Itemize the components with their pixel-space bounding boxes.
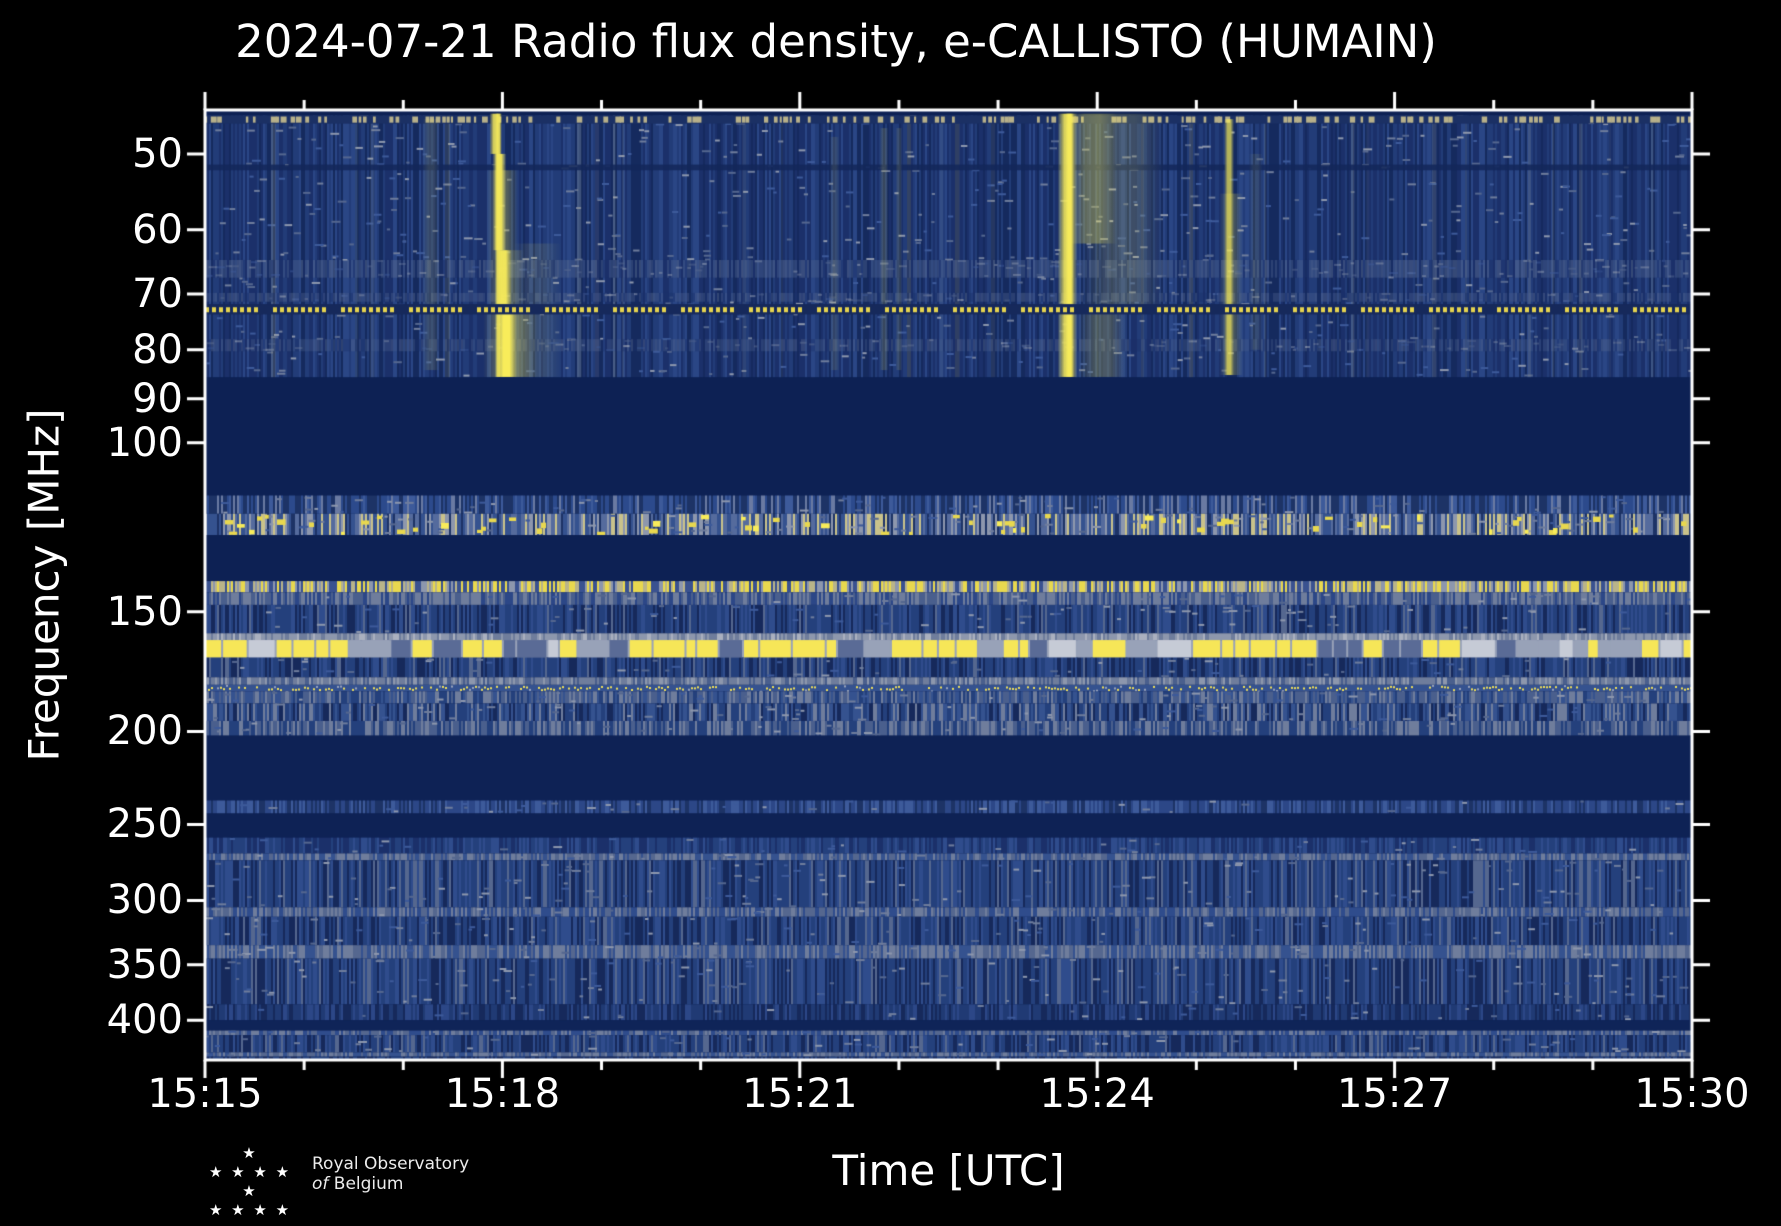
logo-text-belgium: Belgium xyxy=(333,1174,404,1194)
x-axis-label: Time [UTC] xyxy=(832,1146,1065,1195)
x-tick-label: 15:21 xyxy=(742,1071,858,1117)
y-tick-label: 90 xyxy=(132,375,183,422)
rob-logo-stars: ★ ★ ★ ★ ★ ★ ★ ★ ★ ★ xyxy=(204,1144,296,1220)
y-tick-label: 350 xyxy=(106,941,183,988)
y-tick-label: 150 xyxy=(106,588,183,635)
chart-title: 2024-07-21 Radio flux density, e-CALLIST… xyxy=(235,15,1437,68)
y-tick-label: 80 xyxy=(132,326,183,373)
y-tick-label: 400 xyxy=(106,997,183,1044)
y-tick-label: 60 xyxy=(132,206,183,253)
y-tick-label: 70 xyxy=(132,271,183,318)
y-tick-label: 100 xyxy=(106,419,183,466)
logo-text-line1: Royal Observatory xyxy=(312,1154,470,1174)
logo-star-row-mid: ★ ★ ★ ★ ★ xyxy=(208,1163,292,1200)
y-tick-label: 250 xyxy=(106,801,183,848)
logo-text-of: of xyxy=(312,1174,329,1194)
y-tick-label: 300 xyxy=(106,877,183,924)
y-tick-label: 200 xyxy=(106,708,183,755)
logo-text-line2: of Belgium xyxy=(312,1174,469,1194)
x-tick-label: 15:24 xyxy=(1039,1071,1155,1117)
logo-star-row-bottom: ★ ★ ★ ★ xyxy=(208,1201,292,1219)
rob-logo-text: Royal Observatory of Belgium xyxy=(312,1154,469,1194)
x-tick-label: 15:18 xyxy=(444,1071,561,1117)
x-tick-label: 15:15 xyxy=(147,1071,263,1117)
y-axis-label: Frequency [MHz] xyxy=(19,408,69,762)
logo-star-row-top: ★ xyxy=(242,1144,258,1162)
x-tick-label: 15:30 xyxy=(1634,1071,1750,1117)
y-tick-label: 50 xyxy=(132,130,183,177)
x-tick-label: 15:27 xyxy=(1336,1071,1453,1117)
